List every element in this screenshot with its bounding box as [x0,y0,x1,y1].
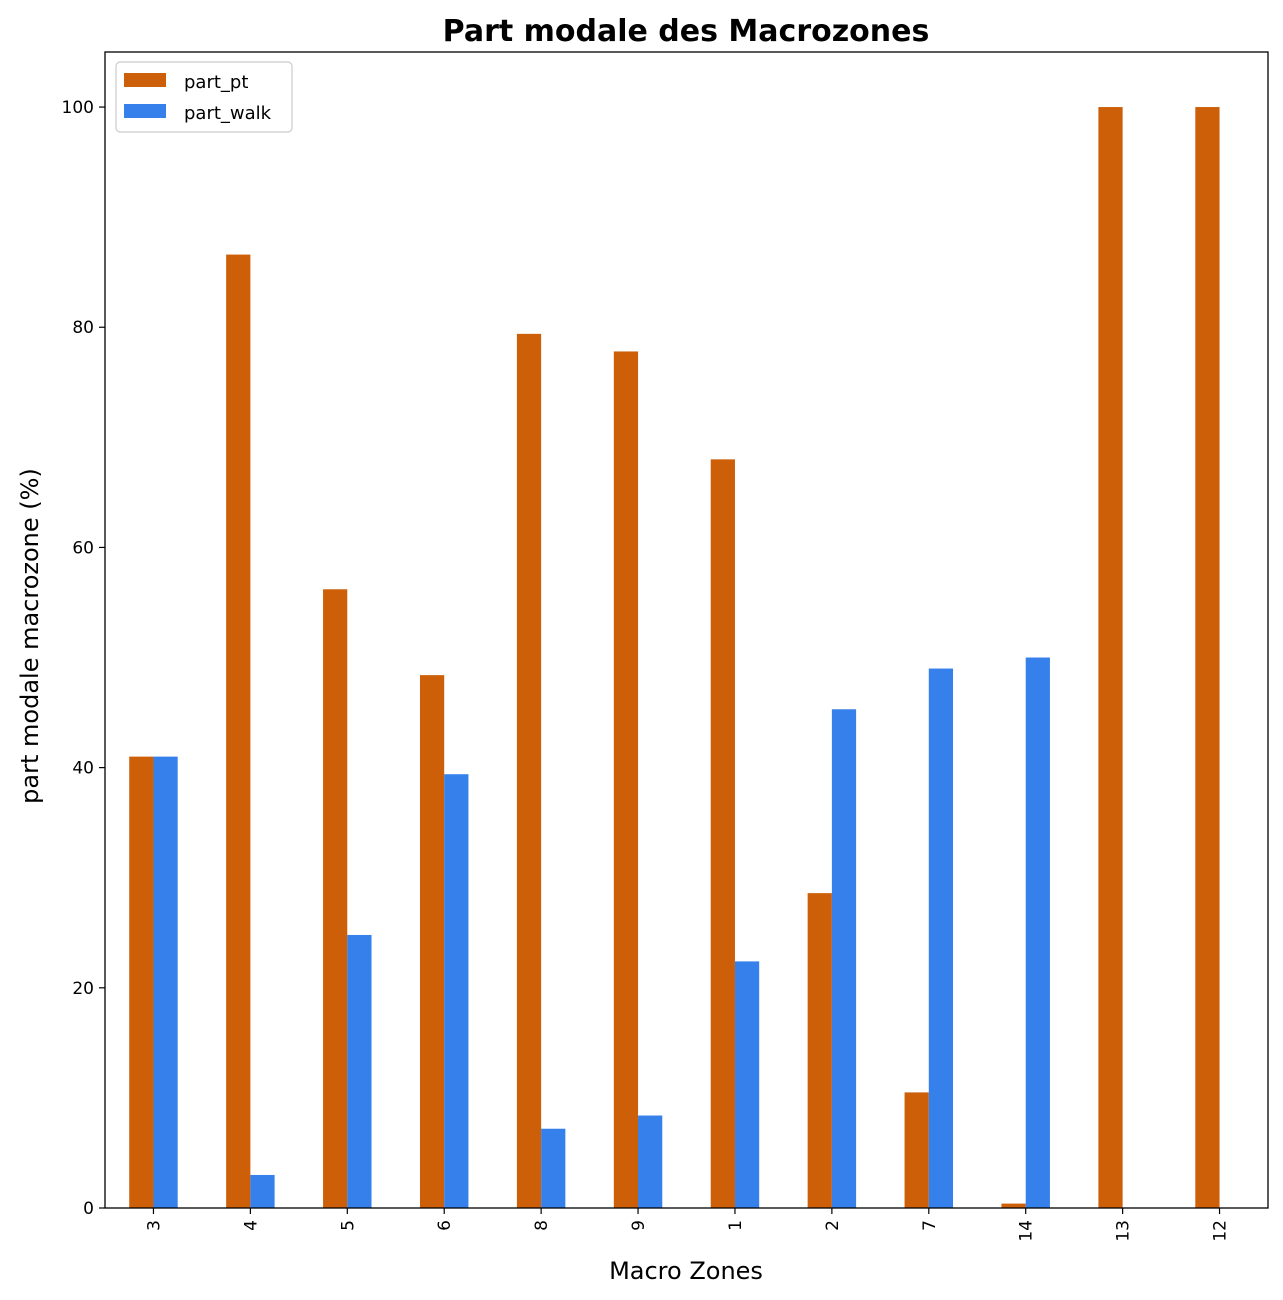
y-tick-label: 20 [72,979,94,999]
x-tick-label: 1 [726,1220,746,1231]
bar-part_walk-3 [153,757,177,1208]
legend-swatch-part_walk [124,104,166,118]
bar-part_pt-14 [1001,1204,1025,1208]
y-tick-label: 80 [72,318,94,338]
bar-part_pt-3 [129,757,153,1208]
x-tick-label: 6 [435,1220,455,1231]
bar-part_walk-1 [735,961,759,1208]
x-tick-label: 4 [241,1220,261,1231]
bar-part_pt-8 [517,334,541,1208]
x-tick-label: 3 [144,1220,164,1231]
x-tick-label: 8 [532,1220,552,1231]
x-tick-label: 13 [1114,1220,1134,1242]
bar-part_walk-2 [832,709,856,1208]
x-tick-label: 5 [338,1220,358,1231]
plot-frame [105,52,1268,1208]
x-axis-title: Macro Zones [609,1257,763,1285]
y-tick-label: 40 [72,759,94,779]
x-tick-label: 9 [629,1220,649,1231]
x-tick-label: 14 [1017,1220,1037,1242]
bar-part_pt-2 [808,893,832,1208]
x-tick-label: 12 [1211,1220,1231,1242]
chart-title: Part modale des Macrozones [443,14,930,49]
bar-part_pt-12 [1195,107,1219,1208]
x-tick-label: 7 [920,1220,940,1231]
bar-part_walk-4 [250,1175,274,1208]
y-axis: 0 20 40 60 80 100 [62,98,105,1219]
legend-swatch-part_pt [124,73,166,87]
legend-label-part_pt: part_pt [184,72,248,93]
bar-part_pt-7 [905,1092,929,1208]
bar-part_walk-14 [1026,658,1050,1208]
legend: part_pt part_walk [116,62,292,132]
bar-part_pt-13 [1098,107,1122,1208]
bar-part_pt-1 [711,459,735,1208]
y-tick-label: 100 [62,98,94,118]
bar-part_pt-4 [226,255,250,1208]
bar-part_walk-6 [444,774,468,1208]
bars-group [129,107,1219,1208]
bar-part_walk-9 [638,1116,662,1208]
bar-part_walk-8 [541,1129,565,1208]
bar-part_walk-7 [929,669,953,1208]
legend-label-part_walk: part_walk [184,103,272,124]
y-axis-title: part modale macrozone (%) [16,468,44,804]
bar-part_pt-9 [614,351,638,1208]
x-tick-label: 2 [823,1220,843,1231]
x-axis: 3 4 5 6 8 9 1 2 7 14 13 12 [144,1208,1230,1242]
y-tick-label: 0 [83,1199,94,1219]
bar-part_pt-6 [420,675,444,1208]
y-tick-label: 60 [72,538,94,558]
bar-part_walk-5 [347,935,371,1208]
bar-part_pt-5 [323,589,347,1208]
